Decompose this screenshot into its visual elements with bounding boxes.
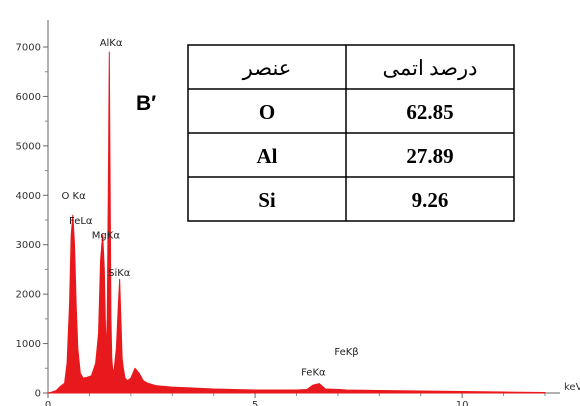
y-tick-label: 1000 (16, 339, 41, 350)
y-tick-label: 5000 (16, 141, 41, 152)
peak-label: AlKα (100, 38, 123, 49)
table-cell-atomic-percent: 27.89 (406, 144, 453, 168)
table-cell-atomic-percent: 62.85 (406, 100, 453, 124)
x-tick-label: 10 (456, 400, 469, 406)
y-tick-label: 2000 (16, 290, 41, 301)
table-header-element: عنصر (242, 56, 292, 81)
y-tick-label: 7000 (16, 43, 41, 54)
y-tick-label: 0 (35, 389, 41, 400)
composition-table: عنصر درصد اتمی O 62.85 Al 27.89 Si 9.26 (187, 44, 515, 222)
peak-label: O Kα (62, 191, 87, 202)
y-tick-label: 6000 (16, 92, 41, 103)
x-tick-label: 5 (252, 400, 258, 406)
table-cell-element: Si (258, 188, 276, 212)
peak-label: FeKβ (334, 347, 358, 358)
peak-label: FeKα (301, 368, 326, 379)
peak-label: FeLα (69, 216, 93, 227)
spectrum-layer (47, 51, 546, 394)
table-cell-atomic-percent: 9.26 (412, 188, 449, 212)
x-axis-unit-label: keV (564, 382, 580, 393)
y-tick-label: 4000 (16, 191, 41, 202)
y-tick-label: 3000 (16, 240, 41, 251)
table-cell-element: Al (257, 144, 278, 168)
table-header-atomic-percent: درصد اتمی (383, 56, 478, 81)
peak-label: SiKα (108, 268, 131, 279)
peak-label: MgKα (92, 231, 121, 242)
table-cell-element: O (259, 100, 275, 124)
panel-label: B′ (136, 92, 156, 115)
x-tick-label: 0 (45, 400, 51, 406)
spectrum-area (47, 51, 546, 394)
peak-labels: AlKα O Kα FeLα MgKα SiKα FeKβ FeKα (62, 38, 359, 379)
